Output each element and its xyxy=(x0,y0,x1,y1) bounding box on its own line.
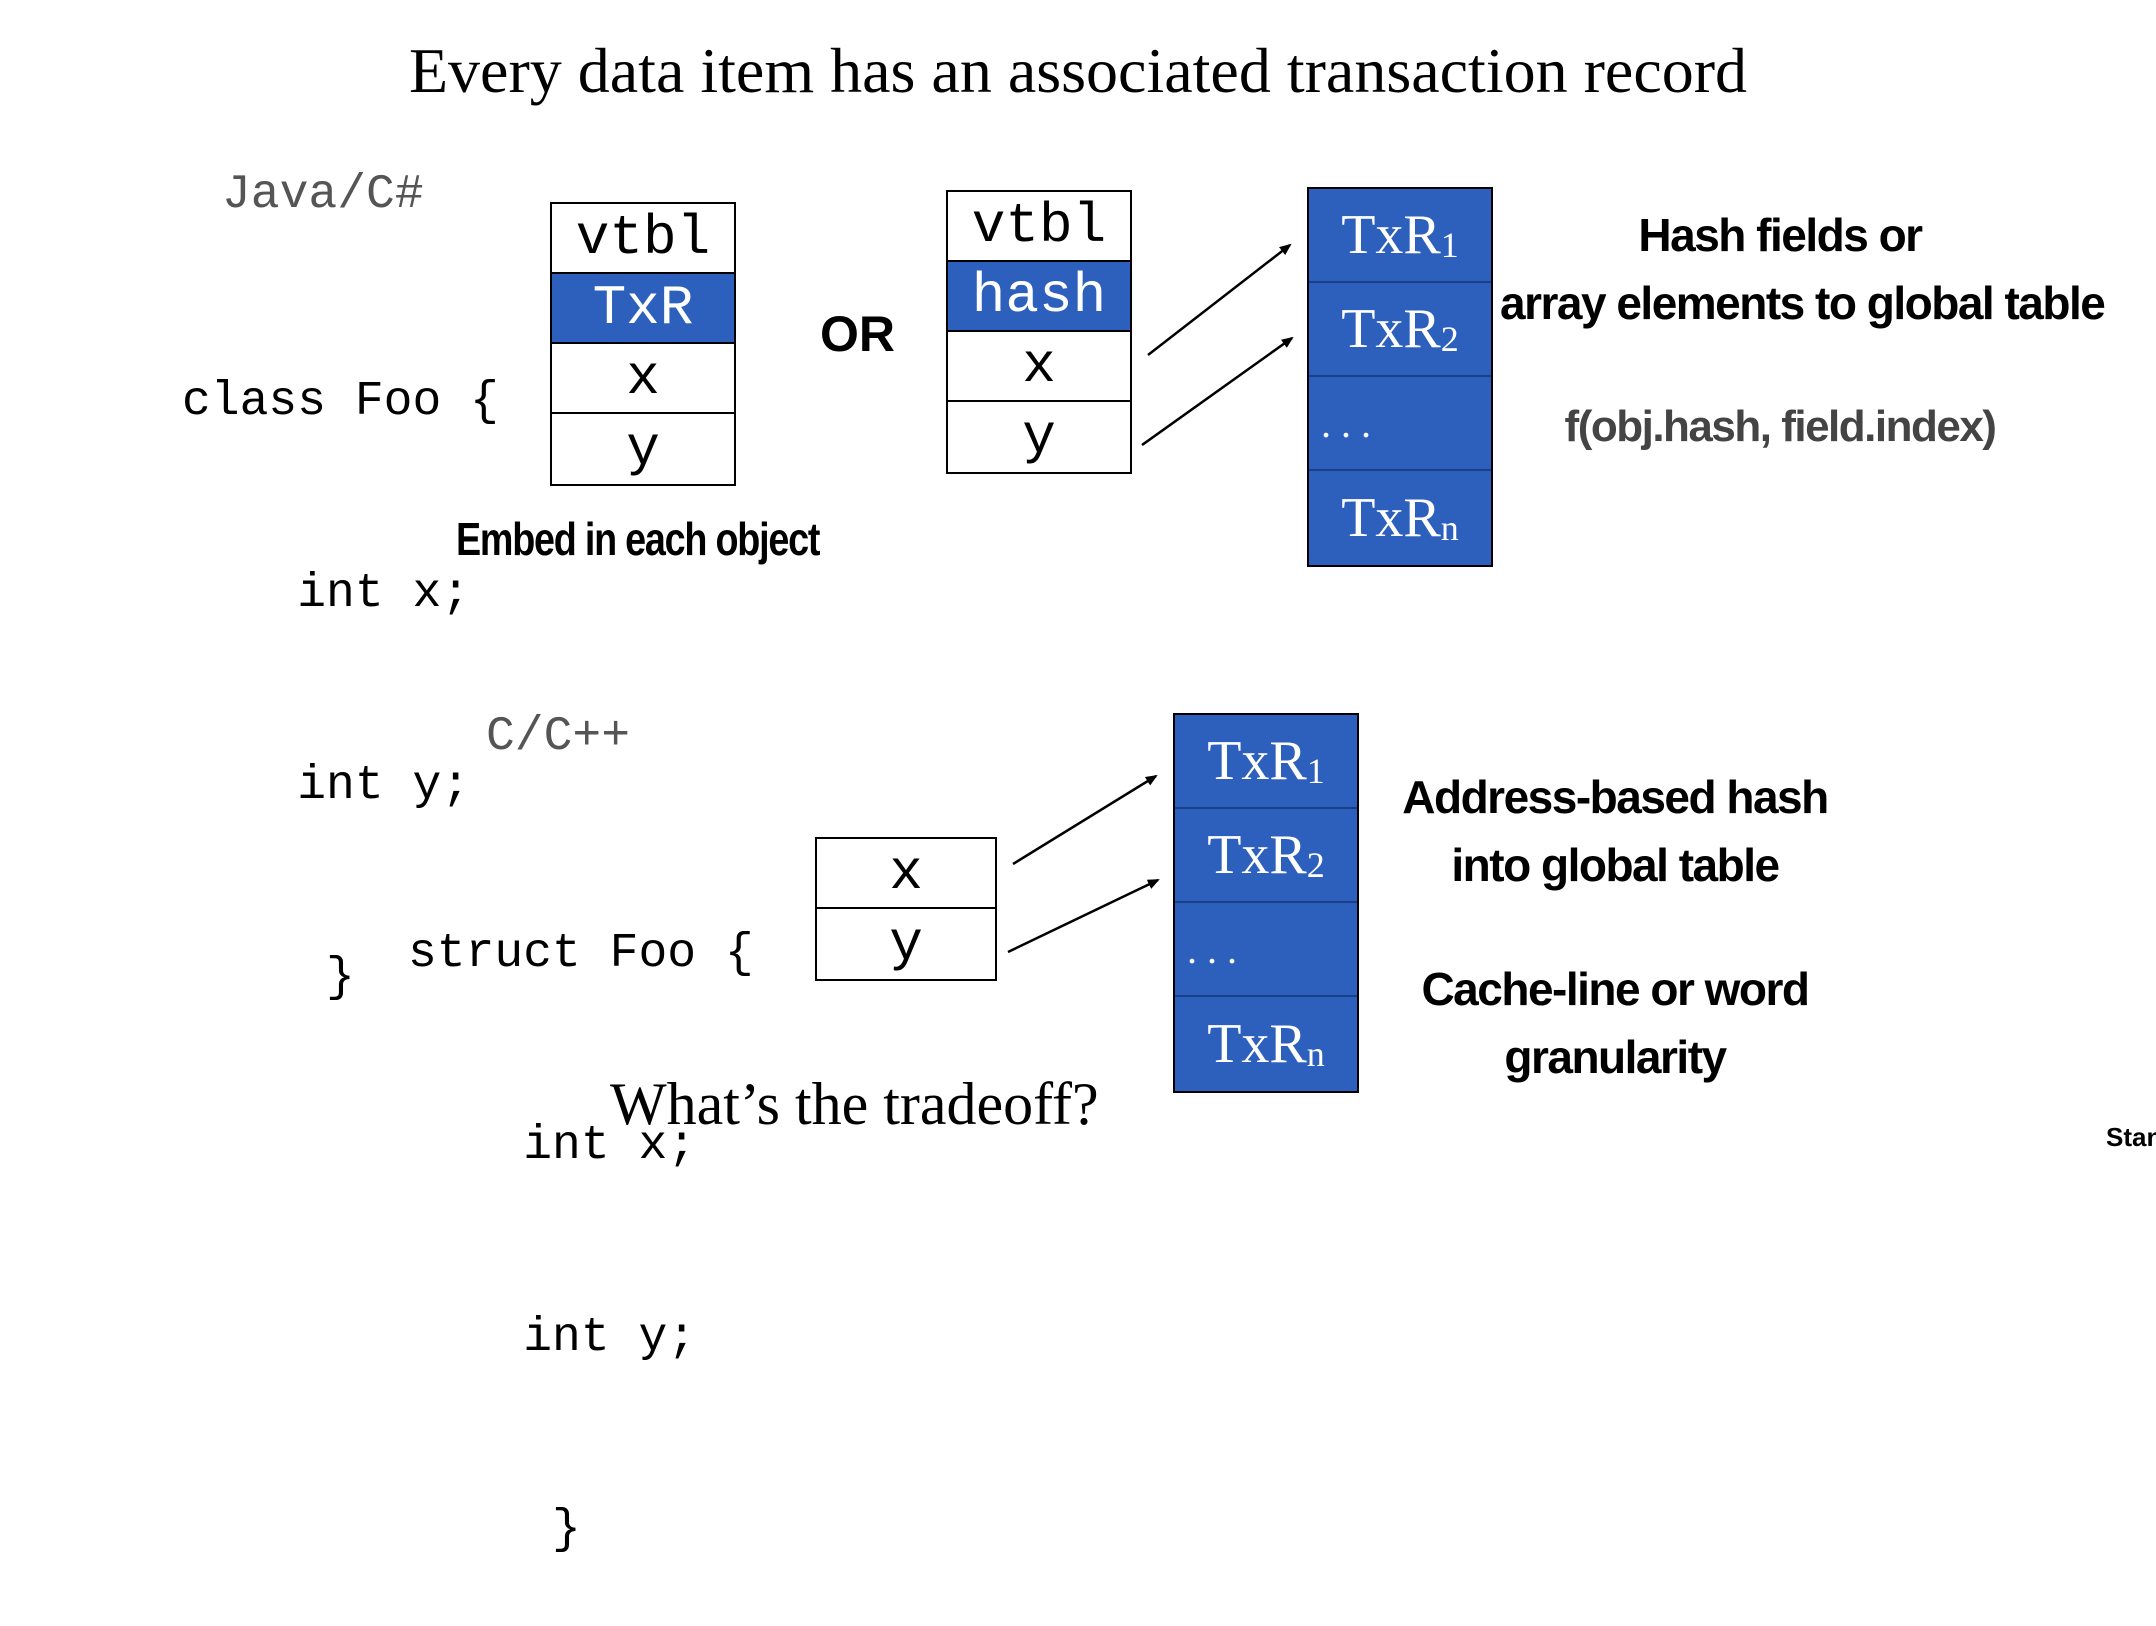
c-code-line: struct Foo { xyxy=(408,927,754,981)
txr-entry: TxR 1 xyxy=(1309,189,1491,283)
c-struct-box: x y xyxy=(815,837,997,981)
java-lang-label: Java/C# xyxy=(222,168,424,222)
txr-entry: TxR 1 xyxy=(1175,715,1357,809)
c-code-line: } xyxy=(408,1503,581,1557)
object-field-vtbl: vtbl xyxy=(948,192,1130,262)
txr-entry: TxR n xyxy=(1341,487,1459,549)
struct-field-x: x xyxy=(817,839,995,909)
object-field-y: y xyxy=(626,417,660,481)
embedded-object-box: vtbl TxR x y xyxy=(550,202,736,486)
c-code-line: int y; xyxy=(408,1311,697,1365)
object-field-y: y xyxy=(1022,405,1056,469)
c-lang-label: C/C++ xyxy=(486,710,631,764)
txr-entry: TxR n xyxy=(1207,1013,1325,1075)
object-field-vtbl: vtbl xyxy=(552,204,734,274)
hash-formula: f(obj.hash, field.index) xyxy=(1564,402,1997,451)
arrow-x-to-txr1 xyxy=(1147,243,1292,356)
object-field-x: x xyxy=(552,344,734,414)
c-note1-line2: into global table xyxy=(1451,839,1780,891)
txr-ellipsis: . . . xyxy=(1309,377,1491,471)
arrow-c-y-to-txr2 xyxy=(1007,878,1160,954)
java-note-line2: array elements to global table xyxy=(1500,277,2106,329)
java-code-line: } xyxy=(182,951,355,1005)
java-note-line1: Hash fields or xyxy=(1638,209,1923,261)
slide-title: Every data item has an associated transa… xyxy=(408,35,1748,106)
struct-field-y: y xyxy=(889,912,923,976)
java-code-block: class Foo { int x; int y; } xyxy=(182,242,499,1074)
txr-ellipsis: . . . xyxy=(1175,903,1357,997)
footer-logo-text: Stanf xyxy=(2106,1122,2156,1152)
tradeoff-question: What’s the tradeoff? xyxy=(610,1071,1099,1137)
java-code-line: int x; xyxy=(182,567,471,621)
txr-entry: TxR 2 xyxy=(1175,809,1357,903)
c-note2-line2: granularity xyxy=(1504,1031,1727,1083)
arrow-c-x-to-txr1 xyxy=(1012,774,1158,866)
java-code-line: class Foo { xyxy=(182,375,499,429)
hashed-object-box: vtbl hash x y xyxy=(946,190,1132,474)
java-code-line: int y; xyxy=(182,759,471,813)
or-label: OR xyxy=(820,306,895,362)
txr-entry: TxR 2 xyxy=(1309,283,1491,377)
c-note2-line1: Cache-line or word xyxy=(1421,963,1810,1015)
object-field-x: x xyxy=(948,332,1130,402)
c-code-block: struct Foo { int x; int y; } xyxy=(408,794,754,1626)
arrow-y-to-txr2 xyxy=(1141,336,1294,447)
object-field-hash: hash xyxy=(948,262,1130,332)
global-txr-table-c: TxR 1 TxR 2 . . . TxR n xyxy=(1173,713,1359,1093)
embed-caption: Embed in each object xyxy=(456,513,820,565)
c-note1-line1: Address-based hash xyxy=(1402,771,1829,823)
object-field-txr: TxR xyxy=(552,274,734,344)
global-txr-table-java: TxR 1 TxR 2 . . . TxR n xyxy=(1307,187,1493,567)
c-code-line: int x; xyxy=(408,1119,697,1173)
